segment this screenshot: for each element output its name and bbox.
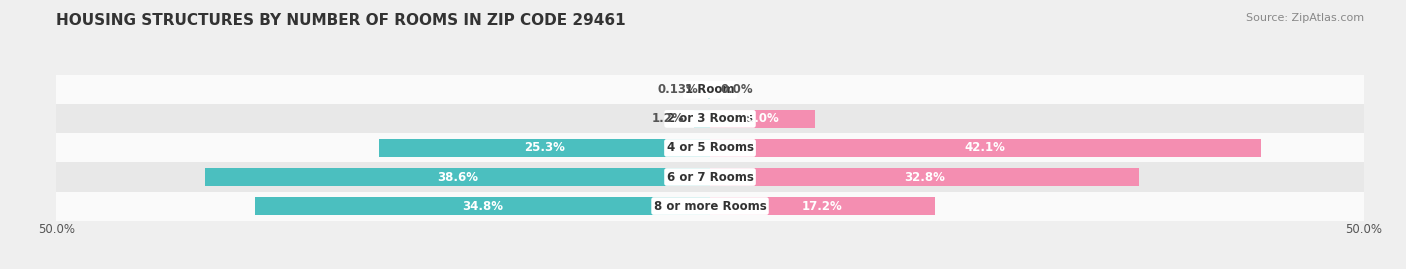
- Text: 8 or more Rooms: 8 or more Rooms: [654, 200, 766, 213]
- Bar: [710, 110, 814, 128]
- Text: 6 or 7 Rooms: 6 or 7 Rooms: [666, 171, 754, 183]
- Bar: [380, 139, 710, 157]
- Text: 4 or 5 Rooms: 4 or 5 Rooms: [666, 141, 754, 154]
- Text: 0.13%: 0.13%: [657, 83, 697, 96]
- Text: HOUSING STRUCTURES BY NUMBER OF ROOMS IN ZIP CODE 29461: HOUSING STRUCTURES BY NUMBER OF ROOMS IN…: [56, 13, 626, 29]
- Text: 8.0%: 8.0%: [747, 112, 779, 125]
- Bar: [56, 75, 1364, 104]
- Bar: [56, 104, 1364, 133]
- Bar: [56, 192, 1364, 221]
- Bar: [709, 81, 710, 99]
- Text: 32.8%: 32.8%: [904, 171, 945, 183]
- Bar: [695, 110, 710, 128]
- Bar: [56, 162, 1364, 192]
- Bar: [710, 168, 1139, 186]
- Text: 38.6%: 38.6%: [437, 171, 478, 183]
- Bar: [254, 197, 710, 215]
- Bar: [710, 197, 935, 215]
- Text: 17.2%: 17.2%: [801, 200, 842, 213]
- Bar: [205, 168, 710, 186]
- Text: 42.1%: 42.1%: [965, 141, 1005, 154]
- Text: 2 or 3 Rooms: 2 or 3 Rooms: [666, 112, 754, 125]
- Text: 1 Room: 1 Room: [685, 83, 735, 96]
- Text: 1.2%: 1.2%: [651, 112, 683, 125]
- Bar: [710, 139, 1261, 157]
- Text: 34.8%: 34.8%: [463, 200, 503, 213]
- Text: 25.3%: 25.3%: [524, 141, 565, 154]
- Text: Source: ZipAtlas.com: Source: ZipAtlas.com: [1246, 13, 1364, 23]
- Bar: [56, 133, 1364, 162]
- Text: 0.0%: 0.0%: [720, 83, 754, 96]
